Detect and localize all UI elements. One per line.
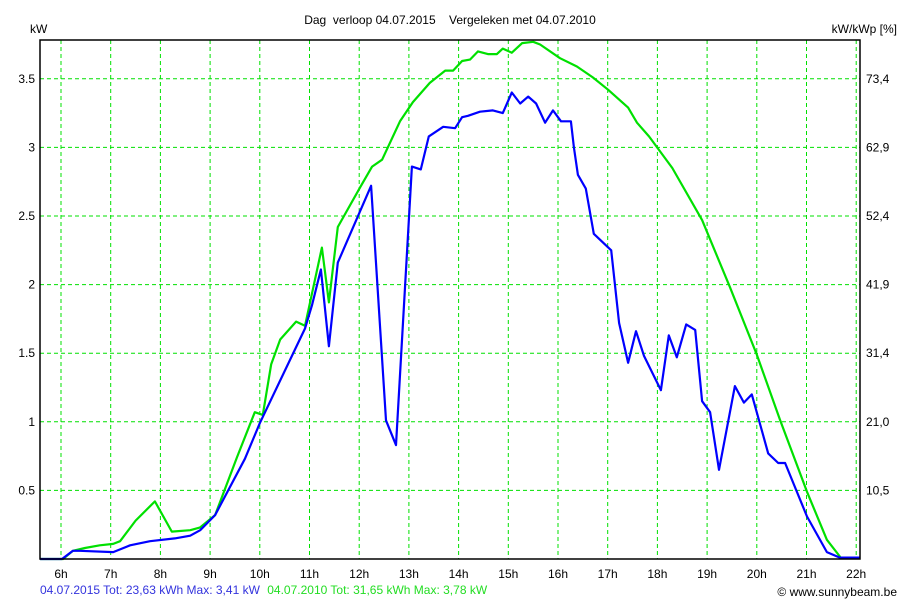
y-tick-label-right: 62,9 xyxy=(866,140,890,154)
x-tick-label: 18h xyxy=(647,567,667,581)
x-tick-label: 19h xyxy=(697,567,717,581)
y-tick-label-left: 1.5 xyxy=(18,346,35,360)
x-tick-label: 7h xyxy=(104,567,117,581)
y-axis-label-left: kW xyxy=(30,22,48,36)
y-tick-label-right: 10,5 xyxy=(866,483,890,497)
y-tick-label-left: 1 xyxy=(28,415,35,429)
x-tick-label: 17h xyxy=(598,567,618,581)
y-tick-label-left: 2.5 xyxy=(18,209,35,223)
series-line-04.07.2015 xyxy=(40,91,861,561)
x-tick-label: 22h xyxy=(846,567,866,581)
legend-2010: 04.07.2010 Tot: 31,65 kWh Max: 3,78 kW xyxy=(267,583,488,597)
x-tick-label: 9h xyxy=(203,567,216,581)
x-tick-label: 13h xyxy=(399,567,419,581)
x-tick-label: 11h xyxy=(300,567,319,581)
series-line-04.07.2010 xyxy=(40,40,843,561)
y-tick-label-left: 2 xyxy=(28,278,35,292)
y-axis-label-right: kW/kWp [%] xyxy=(832,22,897,36)
series-lines xyxy=(40,40,861,561)
grid xyxy=(40,40,860,559)
plot-frame xyxy=(39,39,861,560)
y-tick-label-right: 41,9 xyxy=(866,278,890,292)
x-tick-label: 16h xyxy=(548,567,568,581)
y-tick-label-right: 21,0 xyxy=(866,415,890,429)
x-tick-label: 15h xyxy=(498,567,518,581)
x-tick-label: 8h xyxy=(154,567,167,581)
y-tick-label-right: 52,4 xyxy=(866,209,890,223)
y-tick-label-right: 73,4 xyxy=(866,72,890,86)
y-tick-label-left: 3.5 xyxy=(18,72,35,86)
x-tick-label: 20h xyxy=(747,567,767,581)
copyright: © www.sunnybeam.be xyxy=(777,585,897,599)
x-tick-label: 21h xyxy=(796,567,816,581)
chart-title: Dag verloop 04.07.2015 Vergeleken met 04… xyxy=(304,13,596,27)
legend-2015: 04.07.2015 Tot: 23,63 kWh Max: 3,41 kW xyxy=(40,583,261,597)
x-tick-label: 6h xyxy=(54,567,67,581)
legend: 04.07.2015 Tot: 23,63 kWh Max: 3,41 kW 0… xyxy=(40,583,488,597)
y-tick-label-right: 31,4 xyxy=(866,346,890,360)
y-tick-label-left: 3 xyxy=(28,140,35,154)
x-tick-label: 12h xyxy=(349,567,369,581)
axis-ticks: 6h 7h 8h 9h 10h 11h 12h 13h 14h 15h 16h 17h 18h 19h 20… xyxy=(18,72,889,581)
x-tick-label: 10h xyxy=(250,567,270,581)
x-tick-label: 14h xyxy=(449,567,469,581)
y-tick-label-left: 0.5 xyxy=(18,483,35,497)
